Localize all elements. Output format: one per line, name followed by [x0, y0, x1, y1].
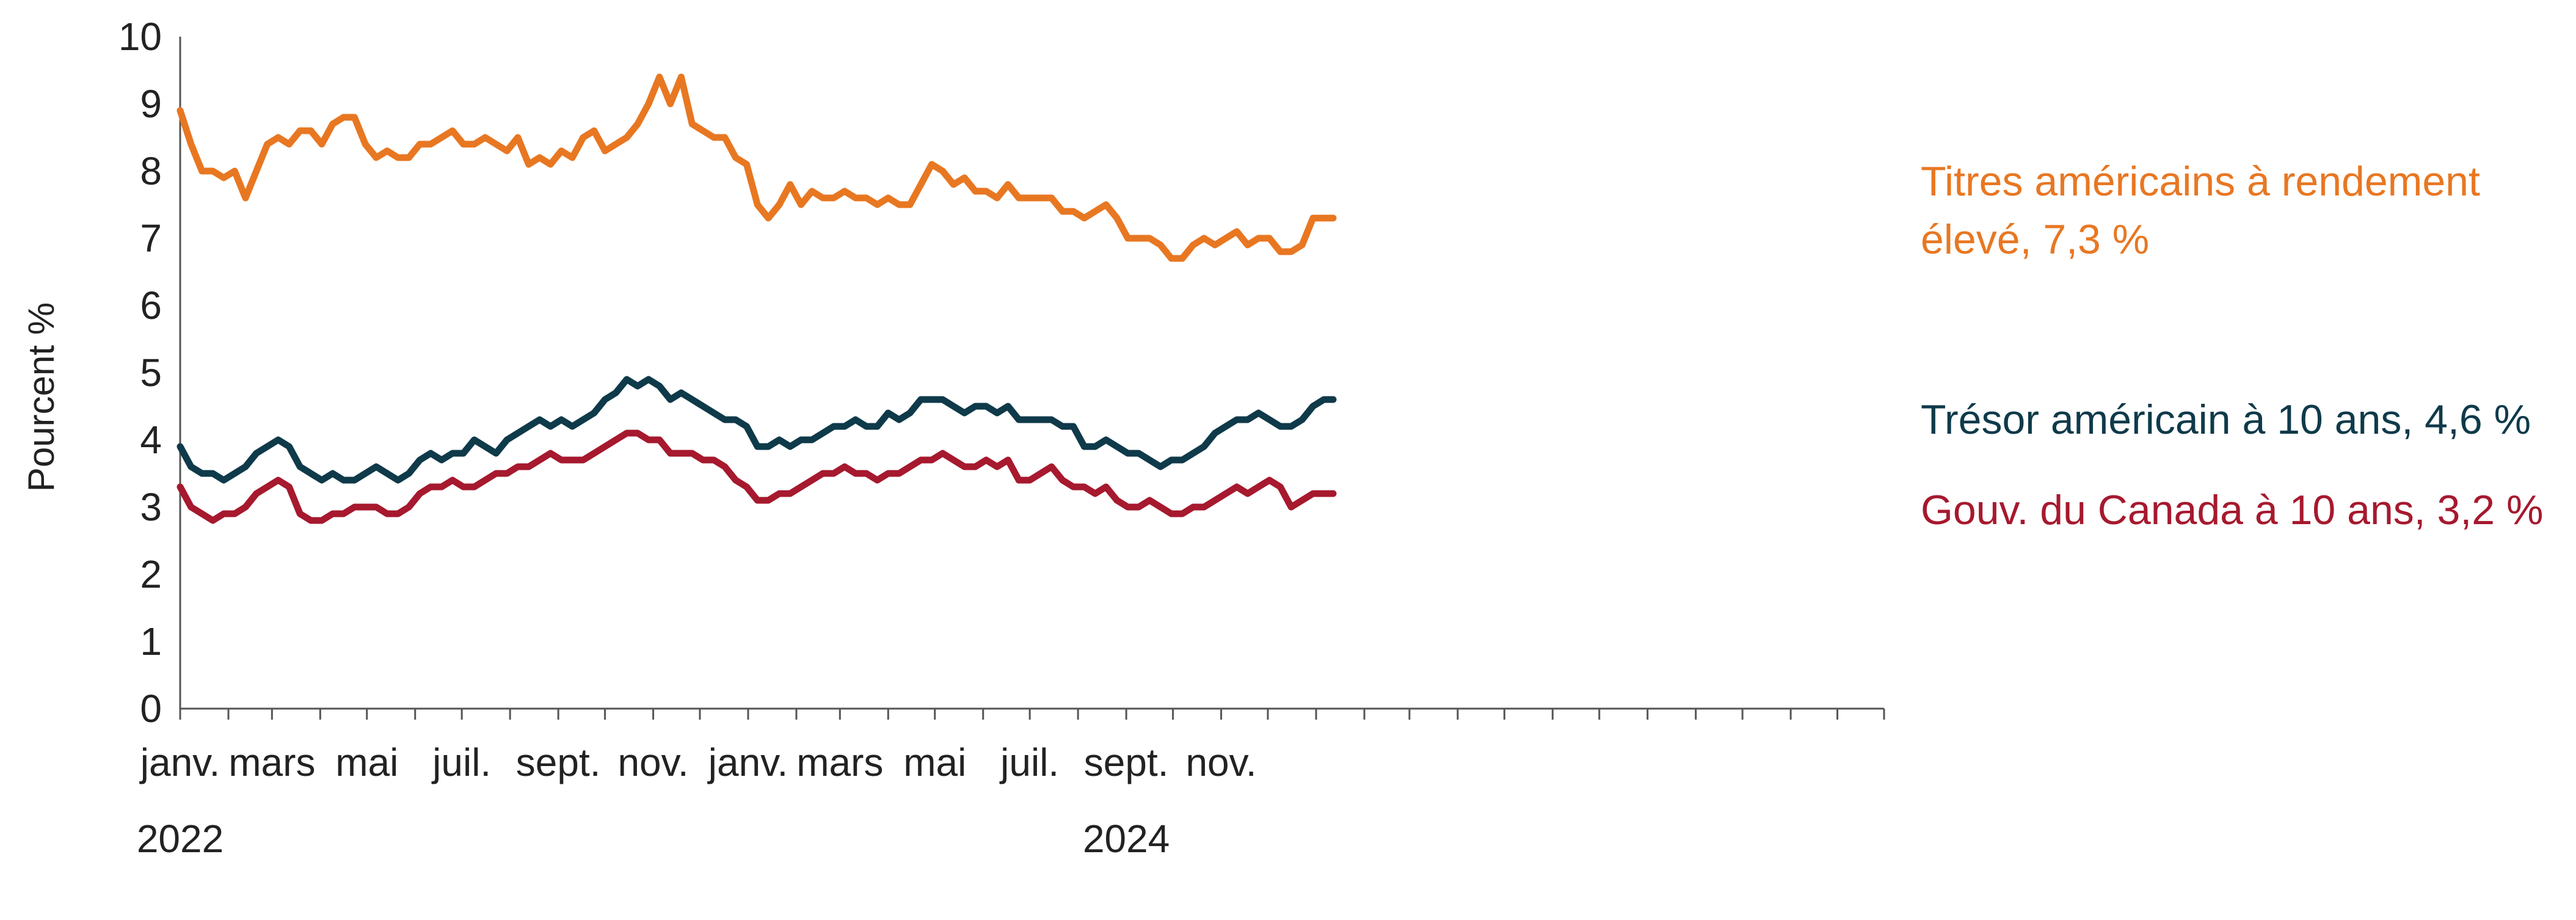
- y-axis-title: Pourcent %: [21, 302, 62, 492]
- y-tick-label: 7: [140, 216, 162, 260]
- y-tick-label: 9: [140, 82, 162, 126]
- x-tick-label: mars: [796, 740, 883, 784]
- series-label-0: élevé, 7,3 %: [1921, 216, 2149, 263]
- x-tick-label: sept.: [1084, 740, 1169, 784]
- y-tick-label: 8: [140, 149, 162, 193]
- series-label-0: Titres américains à rendement: [1921, 158, 2480, 205]
- y-tick-label: 5: [140, 351, 162, 395]
- series-labels: Titres américains à rendement élevé, 7,3 …: [1921, 158, 2543, 533]
- series-line-0: [176, 73, 1337, 262]
- y-tick-label: 2: [140, 552, 162, 596]
- y-tick-label: 6: [140, 283, 162, 327]
- x-tick-label: sept.: [516, 740, 601, 784]
- series-label-2: Gouv. du Canada à 10 ans, 3,2 %: [1921, 487, 2543, 533]
- x-tick-label: juil.: [999, 740, 1059, 784]
- x-year-label: 2024: [1083, 817, 1170, 861]
- x-tick-label: mai: [335, 740, 398, 784]
- x-tick-label: mai: [903, 740, 966, 784]
- x-tick-label: juil.: [431, 740, 491, 784]
- y-tick-label: 0: [140, 687, 162, 731]
- y-axis: 0 1 2 3 4 5 6 7 8 9 10: [118, 15, 181, 731]
- y-tick-label: 1: [140, 619, 162, 663]
- x-tick-label: nov.: [617, 740, 688, 784]
- x-tick-label: janv.: [139, 740, 220, 784]
- y-tick-label: 3: [140, 485, 162, 529]
- series-line-1: [176, 376, 1337, 484]
- x-tick-label: mars: [228, 740, 315, 784]
- y-tick-label: 4: [140, 418, 162, 462]
- x-year-label: 2022: [137, 817, 224, 861]
- x-tick-label: janv.: [707, 740, 788, 784]
- series-label-1: Trésor américain à 10 ans, 4,6 %: [1921, 396, 2531, 443]
- series-line-2: [176, 429, 1337, 524]
- x-tick-label: nov.: [1185, 740, 1256, 784]
- x-axis: janv. mars mai juil. sept. nov. janv. mars mai ju…: [137, 707, 1885, 861]
- y-tick-label: 10: [118, 15, 162, 59]
- series-lines: [176, 73, 1337, 524]
